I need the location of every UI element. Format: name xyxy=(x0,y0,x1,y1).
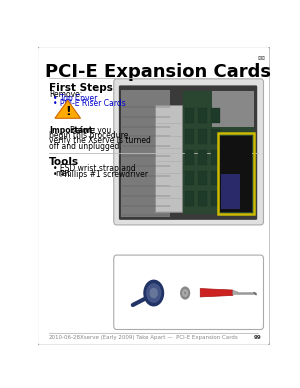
Text: • Top Cover: • Top Cover xyxy=(52,94,97,103)
Bar xyxy=(185,150,194,165)
Bar xyxy=(185,108,194,123)
Text: !: ! xyxy=(65,105,70,118)
Polygon shape xyxy=(200,289,233,297)
Bar xyxy=(155,105,182,212)
Text: off and unplugged.: off and unplugged. xyxy=(49,142,122,151)
Bar xyxy=(211,191,220,206)
Text: 99: 99 xyxy=(254,336,262,340)
Text: First Steps: First Steps xyxy=(49,83,113,93)
Text: • Phillips #1 screwdriver: • Phillips #1 screwdriver xyxy=(52,170,148,179)
Text: ✉: ✉ xyxy=(257,54,264,63)
Text: 2010-06-28: 2010-06-28 xyxy=(49,336,81,340)
FancyBboxPatch shape xyxy=(38,47,270,345)
Bar xyxy=(218,133,254,214)
Bar xyxy=(198,171,207,185)
Bar xyxy=(221,173,240,210)
Circle shape xyxy=(182,289,188,297)
Polygon shape xyxy=(55,100,80,118)
Text: • PCI-E Riser Cards: • PCI-E Riser Cards xyxy=(52,99,125,108)
Text: Tools: Tools xyxy=(49,157,79,167)
Text: Before you: Before you xyxy=(70,126,111,135)
Bar xyxy=(185,171,194,185)
Circle shape xyxy=(184,291,186,294)
Bar xyxy=(185,191,194,206)
Text: verify the Xserve is turned: verify the Xserve is turned xyxy=(49,137,151,146)
Bar xyxy=(211,129,220,144)
FancyBboxPatch shape xyxy=(119,85,257,220)
Bar xyxy=(198,108,207,123)
Bar xyxy=(211,108,220,123)
Bar xyxy=(211,171,220,185)
Text: mat: mat xyxy=(55,169,70,178)
Circle shape xyxy=(146,283,161,303)
Circle shape xyxy=(143,280,164,307)
Text: Xserve (Early 2009) Take Apart —  PCI-E Expansion Cards: Xserve (Early 2009) Take Apart — PCI-E E… xyxy=(80,336,237,340)
FancyBboxPatch shape xyxy=(114,79,263,225)
Bar xyxy=(211,150,220,165)
Bar xyxy=(198,150,207,165)
Bar xyxy=(183,92,254,214)
Bar xyxy=(212,92,254,127)
Bar xyxy=(185,129,194,144)
Polygon shape xyxy=(233,290,238,295)
Bar xyxy=(198,191,207,206)
Text: begin this procedure,: begin this procedure, xyxy=(49,131,131,140)
Circle shape xyxy=(150,288,158,298)
Circle shape xyxy=(180,286,190,300)
Text: • ESD wrist strap and: • ESD wrist strap and xyxy=(52,164,135,173)
FancyBboxPatch shape xyxy=(114,255,263,329)
Bar xyxy=(219,136,252,212)
Text: Remove:: Remove: xyxy=(49,90,82,99)
Bar xyxy=(198,129,207,144)
Bar xyxy=(121,90,170,217)
Text: Important:: Important: xyxy=(49,126,96,135)
Text: PCI-E Expansion Cards: PCI-E Expansion Cards xyxy=(45,63,272,81)
